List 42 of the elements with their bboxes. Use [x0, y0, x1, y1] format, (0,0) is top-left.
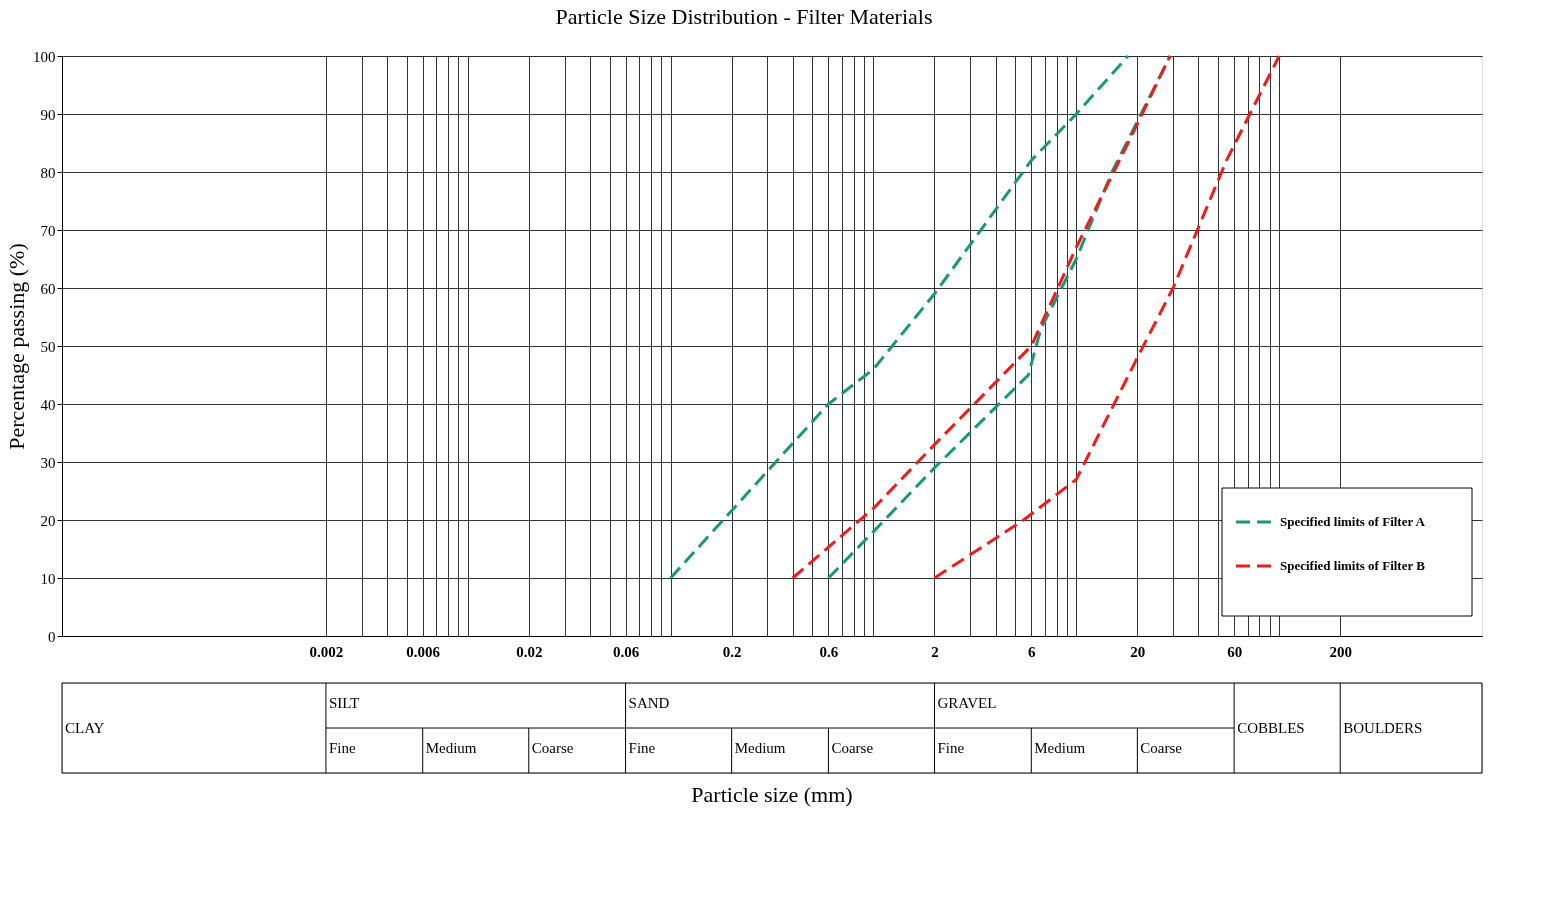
text: Medium: [425, 740, 477, 757]
y-tick-label: 90: [40, 106, 56, 123]
text: Fine: [328, 740, 356, 757]
y-tick-label: 20: [40, 512, 56, 529]
text: SAND: [628, 695, 670, 712]
x-tick-label: 2: [931, 643, 939, 660]
text: Medium: [1034, 740, 1086, 757]
text: SILT: [328, 695, 360, 712]
text: Coarse: [1140, 740, 1183, 757]
legend-label: Specified limits of Filter B: [1280, 558, 1426, 573]
y-tick-label: 30: [40, 454, 56, 471]
y-tick-label: 0: [48, 628, 56, 645]
text: COBBLES: [1237, 720, 1305, 736]
y-tick-label: 10: [40, 570, 56, 587]
x-tick-label: 200: [1329, 643, 1352, 660]
x-tick-label: 60: [1227, 643, 1243, 660]
x-tick-label: 0.02: [516, 643, 543, 660]
text: BOULDERS: [1343, 720, 1423, 736]
x-tick-label: 0.06: [612, 643, 640, 660]
x-tick-label: 0.006: [406, 643, 441, 660]
y-tick-label: 60: [40, 280, 56, 297]
y-tick-label: 80: [40, 164, 56, 181]
legend-label: Specified limits of Filter A: [1280, 514, 1426, 529]
y-tick-label: 100: [33, 48, 56, 65]
text: Particle size (mm): [691, 782, 853, 807]
x-tick-label: 0.6: [819, 643, 839, 660]
chart-title: Particle Size Distribution - Filter Materials: [555, 3, 933, 29]
x-tick-label: 6: [1028, 643, 1037, 660]
text: Coarse: [831, 740, 874, 757]
x-tick-label: 20: [1130, 643, 1146, 660]
text: Coarse: [531, 740, 574, 757]
text: CLAY: [65, 720, 105, 736]
x-tick-label: 0.002: [309, 643, 344, 660]
text: Medium: [734, 740, 786, 757]
text: Fine: [937, 740, 965, 757]
text: GRAVEL: [937, 695, 997, 712]
y-tick-label: 50: [40, 338, 56, 355]
y-tick-label: 70: [40, 222, 56, 239]
y-axis-title: Percentage passing (%): [4, 243, 29, 450]
text: Fine: [628, 740, 656, 757]
x-tick-label: 0.2: [722, 643, 742, 660]
y-tick-label: 40: [40, 396, 56, 413]
